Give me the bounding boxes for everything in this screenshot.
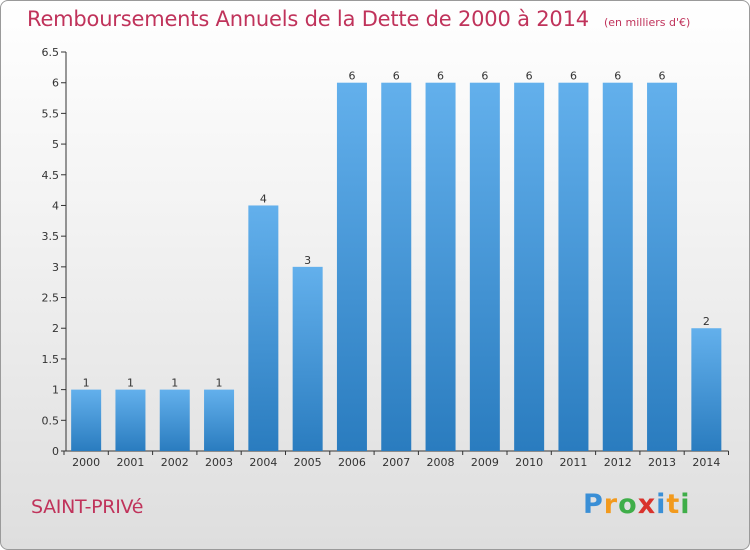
bar [248, 205, 279, 451]
value-label: 6 [437, 70, 444, 83]
value-label: 1 [216, 377, 223, 390]
x-tick-label: 2002 [161, 456, 189, 469]
chart-title: Remboursements Annuels de la Dette de 20… [27, 7, 690, 31]
value-label: 4 [260, 192, 267, 205]
y-tick-label: 0 [52, 445, 59, 458]
bar [558, 82, 589, 451]
value-label: 6 [526, 70, 533, 83]
x-tick-label: 2007 [382, 456, 410, 469]
y-tick-label: 6.5 [42, 46, 60, 59]
bar [292, 266, 323, 451]
x-tick-label: 2014 [692, 456, 720, 469]
y-tick-label: 2 [52, 322, 59, 335]
y-tick-label: 1 [52, 384, 59, 397]
bar [381, 82, 412, 451]
value-label: 2 [703, 315, 710, 328]
bar [602, 82, 633, 451]
logo-letter: P [583, 489, 604, 520]
y-tick-label: 5.5 [42, 107, 60, 120]
x-tick-label: 2008 [427, 456, 455, 469]
bar [691, 328, 722, 451]
x-tick-label: 2011 [559, 456, 587, 469]
logo-letter: t [666, 489, 681, 520]
x-tick-label: 2000 [72, 456, 100, 469]
bar [425, 82, 456, 451]
value-label: 1 [83, 377, 90, 390]
y-tick-label: 3 [52, 261, 59, 274]
value-label: 6 [614, 70, 621, 83]
axes: 0 0.5 1 1.5 2 2.5 3 3.5 4 4.5 5 5.5 6 6.5 2000 2001 2002… [42, 46, 729, 469]
y-tick-label: 1.5 [42, 353, 60, 366]
logo-letter: x [637, 489, 657, 520]
logo-letter: i [656, 489, 667, 520]
bar [115, 389, 146, 451]
value-label: 6 [348, 70, 355, 83]
x-tick-label: 2004 [249, 456, 277, 469]
value-label: 3 [304, 254, 311, 267]
y-tick-label: 6 [52, 77, 59, 90]
commune-name: SAINT-PRIVé [31, 496, 144, 518]
bar [336, 82, 367, 451]
bar [647, 82, 678, 451]
bar [469, 82, 500, 451]
value-label: 6 [393, 70, 400, 83]
y-tick-label: 4 [52, 199, 59, 212]
logo-letter: r [603, 489, 619, 520]
y-tick-label: 2.5 [42, 292, 60, 305]
value-label: 6 [570, 70, 577, 83]
bars [71, 82, 722, 451]
proxiti-logo: Proxiti [583, 489, 691, 520]
bar [71, 389, 102, 451]
bar [159, 389, 190, 451]
x-tick-label: 2010 [515, 456, 543, 469]
logo-letter: i [680, 489, 691, 520]
x-tick-label: 2005 [294, 456, 322, 469]
unit-label: (en milliers d'€) [604, 16, 691, 29]
x-tick-label: 2006 [338, 456, 366, 469]
x-tick-label: 2001 [116, 456, 144, 469]
x-tick-label: 2013 [648, 456, 676, 469]
y-tick-label: 4.5 [42, 169, 60, 182]
y-tick-label: 5 [52, 138, 59, 151]
x-tick-label: 2003 [205, 456, 233, 469]
bar [514, 82, 545, 451]
logo-letter: o [618, 489, 638, 520]
value-label: 1 [127, 377, 134, 390]
bar [204, 389, 235, 451]
x-tick-label: 2009 [471, 456, 499, 469]
title-text: Remboursements Annuels de la Dette de 20… [27, 7, 589, 31]
value-label: 1 [171, 377, 178, 390]
value-label: 6 [659, 70, 666, 83]
x-tick-label: 2012 [604, 456, 632, 469]
y-tick-label: 3.5 [42, 230, 60, 243]
y-tick-label: 0.5 [42, 414, 60, 427]
value-labels: 1 1 1 1 4 3 6 6 6 6 6 6 6 6 2 [83, 70, 710, 390]
value-label: 6 [481, 70, 488, 83]
